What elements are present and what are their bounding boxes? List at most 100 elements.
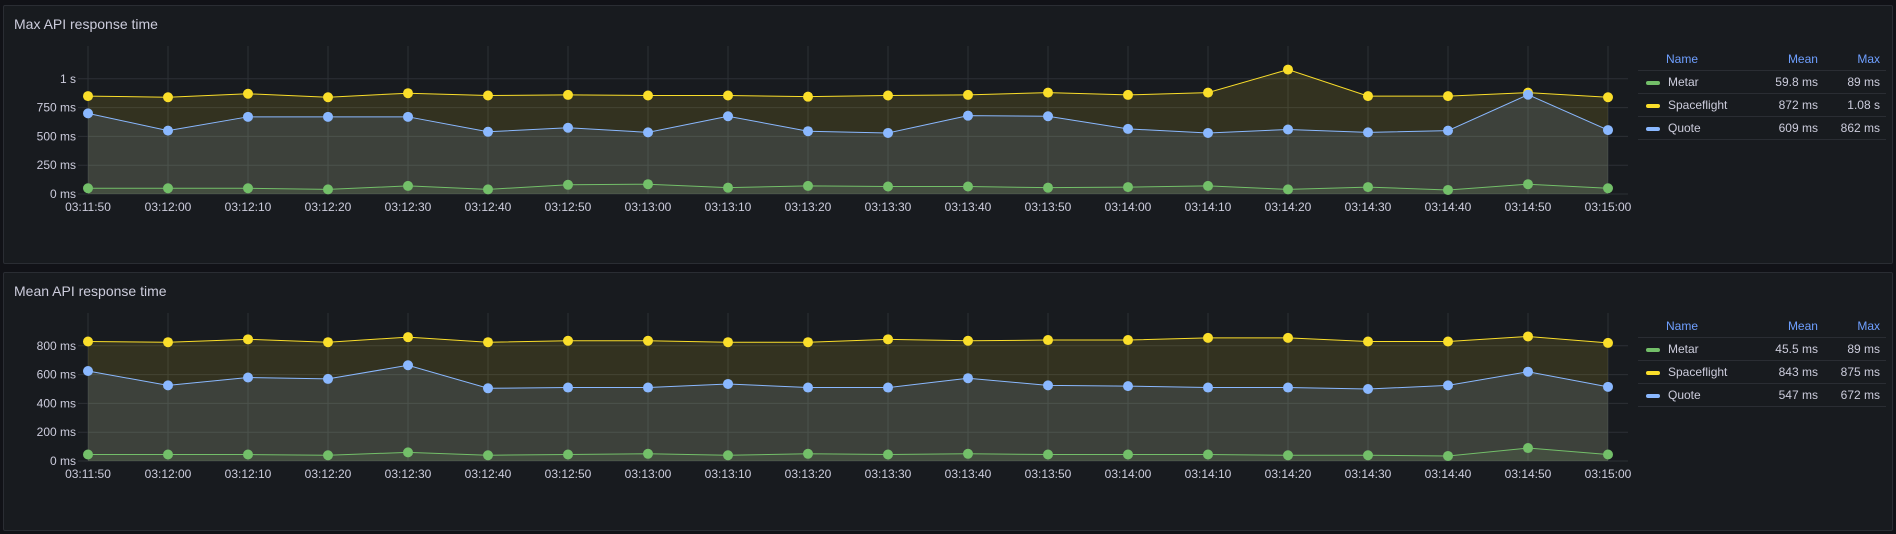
data-point-quote[interactable] (1043, 111, 1053, 122)
legend-header-name[interactable]: Name (1638, 48, 1758, 71)
legend-header-max[interactable]: Max (1823, 315, 1886, 338)
data-point-metar[interactable] (1363, 182, 1373, 193)
data-point-spaceflight[interactable] (723, 337, 733, 348)
data-point-quote[interactable] (1523, 89, 1533, 100)
legend-row-quote[interactable]: Quote 609 ms 862 ms (1638, 116, 1886, 140)
data-point-metar[interactable] (323, 184, 333, 195)
data-point-metar[interactable] (1363, 450, 1373, 461)
data-point-spaceflight[interactable] (1203, 332, 1213, 343)
data-point-quote[interactable] (323, 373, 333, 384)
data-point-spaceflight[interactable] (403, 332, 413, 343)
legend-header-max[interactable]: Max (1823, 48, 1886, 71)
data-point-spaceflight[interactable] (1283, 64, 1293, 75)
data-point-spaceflight[interactable] (83, 91, 93, 102)
legend-row-spaceflight[interactable]: Spaceflight 872 ms 1.08 s (1638, 93, 1886, 117)
data-point-metar[interactable] (403, 180, 413, 191)
data-point-metar[interactable] (1443, 450, 1453, 461)
data-point-spaceflight[interactable] (883, 334, 893, 345)
data-point-metar[interactable] (83, 183, 93, 194)
data-point-metar[interactable] (483, 450, 493, 461)
data-point-spaceflight[interactable] (1043, 335, 1053, 346)
legend-row-metar[interactable]: Metar 45.5 ms 89 ms (1638, 337, 1886, 361)
data-point-quote[interactable] (323, 111, 333, 122)
data-point-metar[interactable] (243, 183, 253, 194)
data-point-spaceflight[interactable] (963, 89, 973, 100)
data-point-metar[interactable] (1523, 179, 1533, 190)
data-point-quote[interactable] (1523, 366, 1533, 377)
data-point-spaceflight[interactable] (483, 337, 493, 348)
data-point-quote[interactable] (1123, 381, 1133, 392)
data-point-metar[interactable] (1523, 443, 1533, 454)
legend-header-name[interactable]: Name (1638, 315, 1758, 338)
data-point-spaceflight[interactable] (803, 91, 813, 102)
data-point-quote[interactable] (803, 126, 813, 137)
data-point-quote[interactable] (1363, 127, 1373, 138)
panel-title[interactable]: Mean API response time (14, 283, 167, 299)
legend-header-mean[interactable]: Mean (1757, 315, 1824, 338)
data-point-quote[interactable] (83, 366, 93, 376)
data-point-metar[interactable] (1443, 184, 1453, 195)
data-point-quote[interactable] (1043, 380, 1053, 391)
data-point-quote[interactable] (963, 110, 973, 121)
data-point-metar[interactable] (1203, 180, 1213, 191)
data-point-spaceflight[interactable] (1443, 336, 1453, 347)
data-point-metar[interactable] (243, 449, 253, 460)
legend-header-mean[interactable]: Mean (1757, 48, 1824, 71)
data-point-metar[interactable] (403, 447, 413, 458)
data-point-spaceflight[interactable] (643, 90, 653, 101)
data-point-metar[interactable] (1603, 183, 1613, 194)
data-point-metar[interactable] (323, 450, 333, 461)
data-point-metar[interactable] (723, 182, 733, 193)
legend-row-spaceflight[interactable]: Spaceflight 843 ms 875 ms (1638, 360, 1886, 384)
data-point-quote[interactable] (1283, 382, 1293, 393)
data-point-quote[interactable] (883, 382, 893, 393)
data-point-metar[interactable] (1123, 449, 1133, 460)
data-point-spaceflight[interactable] (323, 92, 333, 103)
data-point-quote[interactable] (563, 122, 573, 133)
data-point-spaceflight[interactable] (963, 335, 973, 346)
data-point-quote[interactable] (163, 380, 173, 391)
data-point-spaceflight[interactable] (403, 88, 413, 99)
data-point-quote[interactable] (1603, 125, 1613, 136)
data-point-quote[interactable] (1123, 123, 1133, 134)
data-point-spaceflight[interactable] (883, 90, 893, 101)
data-point-quote[interactable] (243, 111, 253, 122)
data-point-metar[interactable] (1283, 450, 1293, 461)
data-point-metar[interactable] (483, 184, 493, 195)
legend-row-metar[interactable]: Metar 59.8 ms 89 ms (1638, 70, 1886, 94)
data-point-quote[interactable] (1203, 382, 1213, 393)
data-point-spaceflight[interactable] (803, 337, 813, 348)
data-point-metar[interactable] (163, 449, 173, 460)
data-point-quote[interactable] (723, 378, 733, 389)
data-point-spaceflight[interactable] (83, 336, 93, 347)
data-point-quote[interactable] (163, 125, 173, 136)
data-point-metar[interactable] (563, 179, 573, 190)
data-point-metar[interactable] (643, 179, 653, 190)
data-point-quote[interactable] (1203, 127, 1213, 138)
data-point-quote[interactable] (1443, 380, 1453, 391)
data-point-metar[interactable] (723, 450, 733, 461)
data-point-quote[interactable] (1363, 384, 1373, 394)
data-point-metar[interactable] (643, 448, 653, 459)
data-point-spaceflight[interactable] (1283, 332, 1293, 343)
data-point-spaceflight[interactable] (1523, 331, 1533, 342)
data-point-spaceflight[interactable] (1123, 89, 1133, 100)
data-point-spaceflight[interactable] (1363, 91, 1373, 102)
data-point-quote[interactable] (723, 111, 733, 122)
data-point-quote[interactable] (1283, 124, 1293, 135)
data-point-quote[interactable] (883, 127, 893, 138)
data-point-spaceflight[interactable] (243, 334, 253, 345)
data-point-quote[interactable] (643, 382, 653, 393)
data-point-spaceflight[interactable] (243, 88, 253, 99)
data-point-spaceflight[interactable] (563, 89, 573, 100)
data-point-spaceflight[interactable] (563, 335, 573, 346)
data-point-spaceflight[interactable] (1123, 335, 1133, 346)
data-point-quote[interactable] (403, 360, 413, 371)
data-point-quote[interactable] (483, 383, 493, 394)
data-point-metar[interactable] (1043, 449, 1053, 460)
data-point-metar[interactable] (163, 183, 173, 194)
data-point-metar[interactable] (803, 180, 813, 191)
data-point-metar[interactable] (883, 181, 893, 192)
data-point-metar[interactable] (803, 448, 813, 459)
panel-title[interactable]: Max API response time (14, 16, 158, 32)
